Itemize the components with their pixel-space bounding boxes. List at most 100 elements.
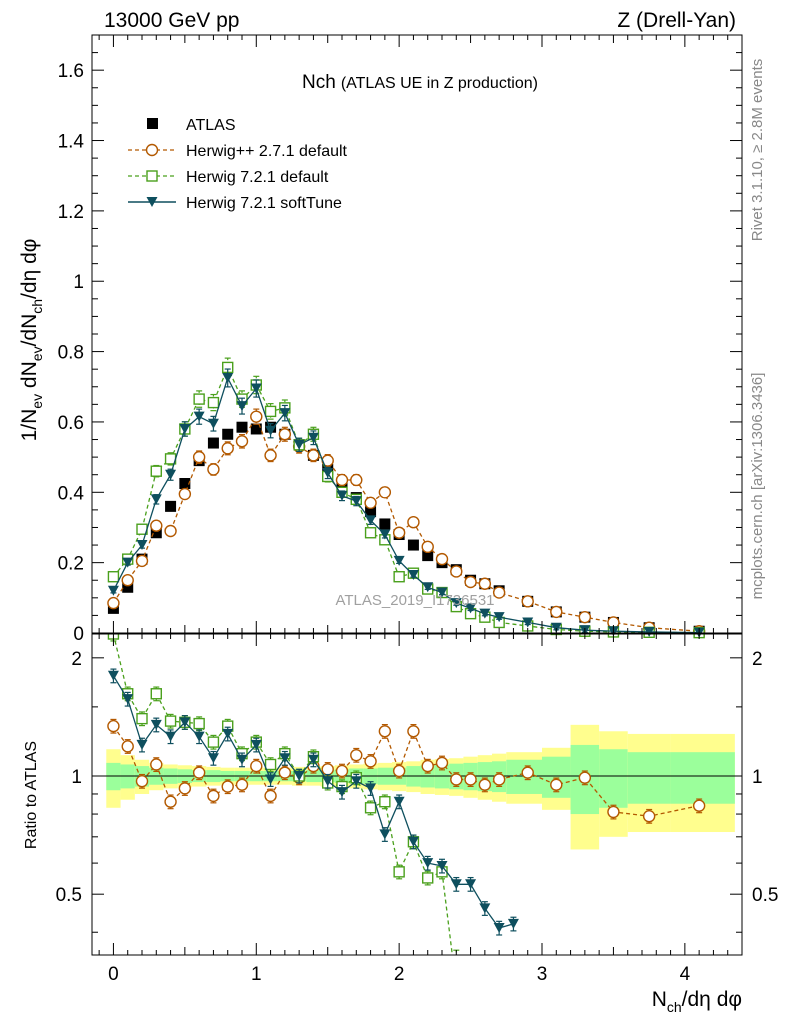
data-point (193, 731, 205, 742)
data-point (264, 405, 277, 418)
data-point (393, 571, 405, 583)
data-point (278, 766, 292, 779)
data-point (450, 773, 463, 786)
data-point (407, 515, 420, 529)
data-point (479, 903, 491, 914)
data-point (265, 425, 277, 436)
band-inner-bin (670, 752, 735, 804)
ratio-y-tick-label-right: 2 (752, 649, 763, 670)
data-point (279, 408, 291, 419)
data-point (179, 717, 191, 728)
data-point (393, 796, 405, 807)
data-point (250, 410, 263, 423)
legend-entry-herwig72: Herwig 7.2.1 default (128, 169, 329, 186)
data-point (222, 728, 234, 739)
data-point (179, 423, 191, 434)
data-point (379, 529, 391, 540)
data-point (407, 569, 419, 580)
legend-marker-herwig72 (146, 170, 158, 182)
main-y-tick-label: 0.8 (58, 343, 84, 364)
data-point (379, 796, 391, 808)
legend-label-herwig72: Herwig 7.2.1 default (186, 169, 329, 186)
data-point (221, 442, 234, 455)
data-point (335, 473, 349, 487)
main-panel: 0 0.2 0.4 0.6 0.8 1 1.2 1.4 1.6 Nch (ATLAS UE in … (18, 34, 743, 645)
legend-marker-softtune (146, 197, 158, 207)
legend-label-atlas: ATLAS (186, 117, 236, 134)
data-point (350, 748, 363, 762)
data-point (307, 754, 319, 765)
band-inner-bin (106, 762, 121, 791)
main-y-tick-label: 1.6 (58, 61, 84, 82)
data-point (179, 478, 191, 489)
ratio-y-tick-label: 0.5 (56, 885, 82, 906)
data-point (122, 694, 134, 705)
data-point (122, 557, 134, 568)
data-point (178, 782, 192, 795)
data-point (236, 401, 248, 412)
data-point (207, 396, 220, 409)
data-point (222, 372, 234, 383)
series-herwig-2-7-1-default (107, 718, 706, 824)
data-point (207, 753, 219, 764)
ratio-y-axis-label: Ratio to ATLAS (23, 741, 40, 849)
x-tick-label: 1 (251, 964, 262, 985)
data-point (643, 626, 655, 637)
data-point (364, 496, 377, 510)
data-point (107, 719, 120, 733)
data-point (136, 712, 148, 725)
data-point (335, 764, 349, 778)
data-point (521, 766, 534, 779)
ratio-y-tick-label-right: 0.5 (752, 885, 778, 906)
data-point (164, 715, 177, 727)
data-point (642, 809, 656, 823)
data-point (393, 866, 405, 878)
data-point (207, 736, 220, 748)
data-point (550, 605, 563, 619)
x-tick-label: 3 (537, 964, 548, 985)
data-point (279, 753, 291, 764)
legend-entry-atlas: ATLAS (147, 117, 236, 134)
series-line-herwig-7-2-1-default (112, 365, 700, 634)
data-point (107, 571, 120, 583)
data-point (207, 437, 219, 449)
data-point (364, 527, 377, 539)
data-point (164, 524, 177, 538)
data-point (178, 487, 192, 501)
ratio-plot-frame (91, 633, 743, 956)
data-point (193, 393, 205, 405)
data-point (250, 759, 263, 773)
legend-marker-herwigpp (145, 143, 159, 157)
data-point (250, 383, 262, 394)
legend-entry-herwigpp: Herwig++ 2.7.1 default (128, 143, 348, 160)
data-point (422, 582, 434, 593)
data-point (264, 758, 277, 771)
data-point (464, 575, 477, 589)
data-point (121, 574, 134, 587)
x-tick-label: 4 (680, 964, 691, 985)
data-point (164, 795, 177, 808)
data-point (207, 463, 220, 476)
data-point (307, 449, 320, 462)
series-herwig-2-7-1-default (107, 408, 706, 638)
data-point (450, 879, 462, 890)
data-point (322, 467, 334, 478)
data-point (107, 585, 119, 596)
data-point (578, 771, 592, 784)
header-process-label: Z (Drell-Yan) (617, 9, 736, 32)
data-point (150, 494, 162, 505)
data-point (436, 587, 448, 598)
data-point (479, 608, 491, 619)
data-point (250, 739, 262, 750)
data-point (407, 836, 419, 847)
data-point (550, 622, 562, 633)
data-point (150, 719, 162, 730)
ratio-y-tick-label-right: 1 (752, 767, 763, 788)
data-point (350, 473, 363, 487)
data-point (422, 872, 434, 884)
plot-title: Nch (ATLAS UE in Z production) (302, 72, 538, 93)
data-point (121, 740, 134, 753)
data-point (578, 610, 592, 624)
data-point (478, 778, 492, 791)
